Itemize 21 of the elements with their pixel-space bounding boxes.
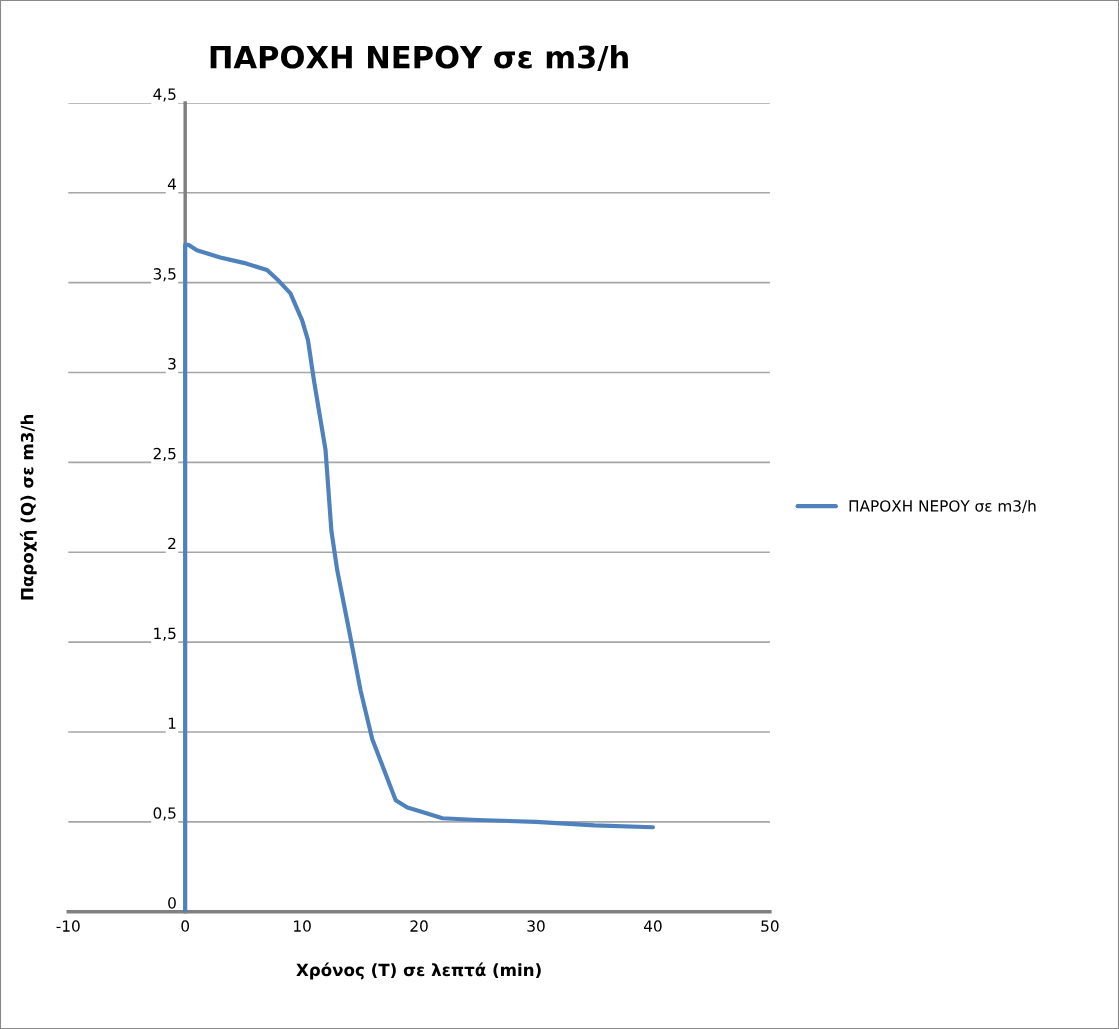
x-tick-label: 40	[643, 920, 662, 932]
y-axis-title: Παροχή (Q) σε m3/h	[19, 414, 37, 600]
y-tick-label: 1	[168, 717, 176, 729]
chart-title: ΠΑΡΟΧΗ ΝΕΡΟΥ σε m3/h	[210, 44, 628, 72]
x-axis-title: Χρόνος (Τ) σε λεπτά (min)	[296, 962, 541, 980]
y-tick-label: 2	[168, 537, 176, 550]
y-tick-label: 3	[168, 357, 176, 370]
y-tick-label: 0,5	[153, 807, 176, 821]
x-tick-label: 50	[761, 920, 779, 932]
y-tick-label: 1,5	[154, 627, 176, 641]
y-tick-label: 4	[167, 178, 176, 190]
y-tick-label: 3,5	[153, 268, 176, 282]
x-tick-label: 10	[294, 920, 311, 932]
y-tick-label: 0	[168, 897, 176, 909]
y-tick-label: 2,5	[153, 447, 176, 461]
x-tick-label: -10	[56, 920, 80, 932]
x-tick-label: 20	[410, 920, 428, 932]
x-tick-label: 30	[527, 920, 545, 932]
legend-label: ΠΑΡΟΧΗ ΝΕΡΟΥ σε m3/h	[849, 499, 1036, 513]
y-tick-label: 4,5	[153, 88, 176, 102]
x-tick-label: 0	[181, 920, 190, 932]
